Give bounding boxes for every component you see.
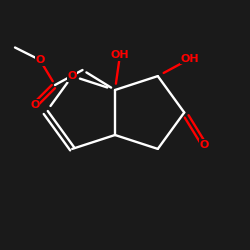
Text: OH: OH (111, 50, 129, 60)
Text: O: O (200, 140, 209, 150)
Text: OH: OH (181, 54, 200, 64)
Text: O: O (68, 71, 77, 81)
Text: O: O (30, 100, 40, 110)
Text: O: O (35, 55, 45, 65)
